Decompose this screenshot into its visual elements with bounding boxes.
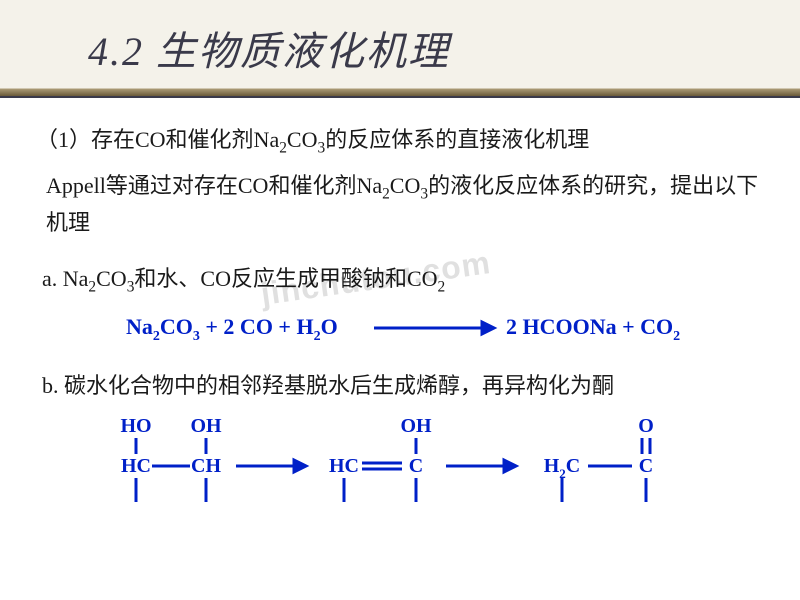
content-area: （1）存在CO和催化剂Na2CO3的反应体系的直接液化机理 Appell等通过对… bbox=[0, 98, 800, 522]
p2-b: CO bbox=[390, 173, 421, 198]
equation-2: HO OH HC CH OH HC C O bbox=[106, 412, 766, 522]
svg-text:C: C bbox=[639, 455, 653, 477]
svg-text:H2C: H2C bbox=[544, 455, 581, 481]
svg-text:C: C bbox=[409, 455, 423, 477]
item-a: a. Na2CO3和水、CO反应生成甲酸钠和CO2 bbox=[42, 261, 764, 296]
item-b: b. 碳水化合物中的相邻羟基脱水后生成烯醇，再异构化为酮 bbox=[42, 368, 764, 400]
equation-1: Na2CO3 + 2 CO + H2O 2 HCOONa + CO2 bbox=[126, 308, 726, 348]
stage-2: OH HC C bbox=[329, 415, 432, 502]
svg-text:HC: HC bbox=[329, 455, 359, 477]
p1-a: （1）存在CO和催化剂Na bbox=[36, 127, 279, 152]
svg-text:OH: OH bbox=[400, 415, 432, 437]
p2-sub2: 3 bbox=[420, 186, 428, 203]
ia-sub1: 2 bbox=[88, 278, 96, 295]
svg-text:CH: CH bbox=[191, 455, 221, 477]
p2-a: Appell等通过对存在CO和催化剂Na bbox=[46, 173, 382, 198]
svg-text:HC: HC bbox=[121, 455, 151, 477]
paragraph-1: （1）存在CO和催化剂Na2CO3的反应体系的直接液化机理 bbox=[36, 122, 764, 157]
ia-c: 和水、CO反应生成甲酸钠和CO bbox=[134, 266, 437, 291]
svg-text:Na2CO3 + 2 CO + H2O: Na2CO3 + 2 CO + H2O bbox=[126, 314, 338, 344]
svg-text:2 HCOONa + CO2: 2 HCOONa + CO2 bbox=[506, 314, 680, 344]
ia-a: a. Na bbox=[42, 266, 88, 291]
p1-c: 的反应体系的直接液化机理 bbox=[325, 127, 589, 152]
svg-text:HO: HO bbox=[120, 415, 151, 437]
header-band: 4.2 生物质液化机理 bbox=[0, 0, 800, 96]
p2-sub1: 2 bbox=[382, 186, 390, 203]
p1-sub1: 2 bbox=[279, 139, 287, 156]
ia-b: CO bbox=[96, 266, 127, 291]
stage-1: HO OH HC CH bbox=[120, 415, 222, 502]
stage-3: O H2C C bbox=[544, 415, 654, 502]
slide-title: 4.2 生物质液化机理 bbox=[0, 19, 450, 77]
ia-sub3: 2 bbox=[438, 278, 446, 295]
paragraph-2: Appell等通过对存在CO和催化剂Na2CO3的液化反应体系的研究，提出以下机… bbox=[46, 169, 764, 239]
svg-text:OH: OH bbox=[190, 415, 222, 437]
p1-b: CO bbox=[287, 127, 318, 152]
svg-text:O: O bbox=[638, 415, 654, 437]
